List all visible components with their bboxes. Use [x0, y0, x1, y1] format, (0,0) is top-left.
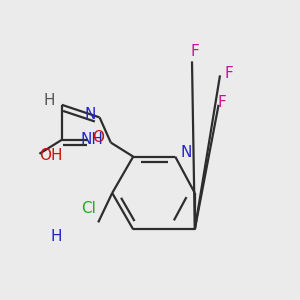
Text: OH: OH — [39, 148, 63, 163]
Text: H: H — [51, 229, 62, 244]
Text: F: F — [190, 44, 199, 59]
Text: NH: NH — [81, 132, 104, 147]
Text: F: F — [217, 94, 226, 110]
Text: N: N — [181, 145, 192, 160]
Text: F: F — [224, 67, 233, 82]
Text: N: N — [84, 107, 95, 122]
Text: Cl: Cl — [81, 201, 96, 216]
Text: O: O — [93, 130, 105, 145]
Text: H: H — [43, 93, 55, 108]
